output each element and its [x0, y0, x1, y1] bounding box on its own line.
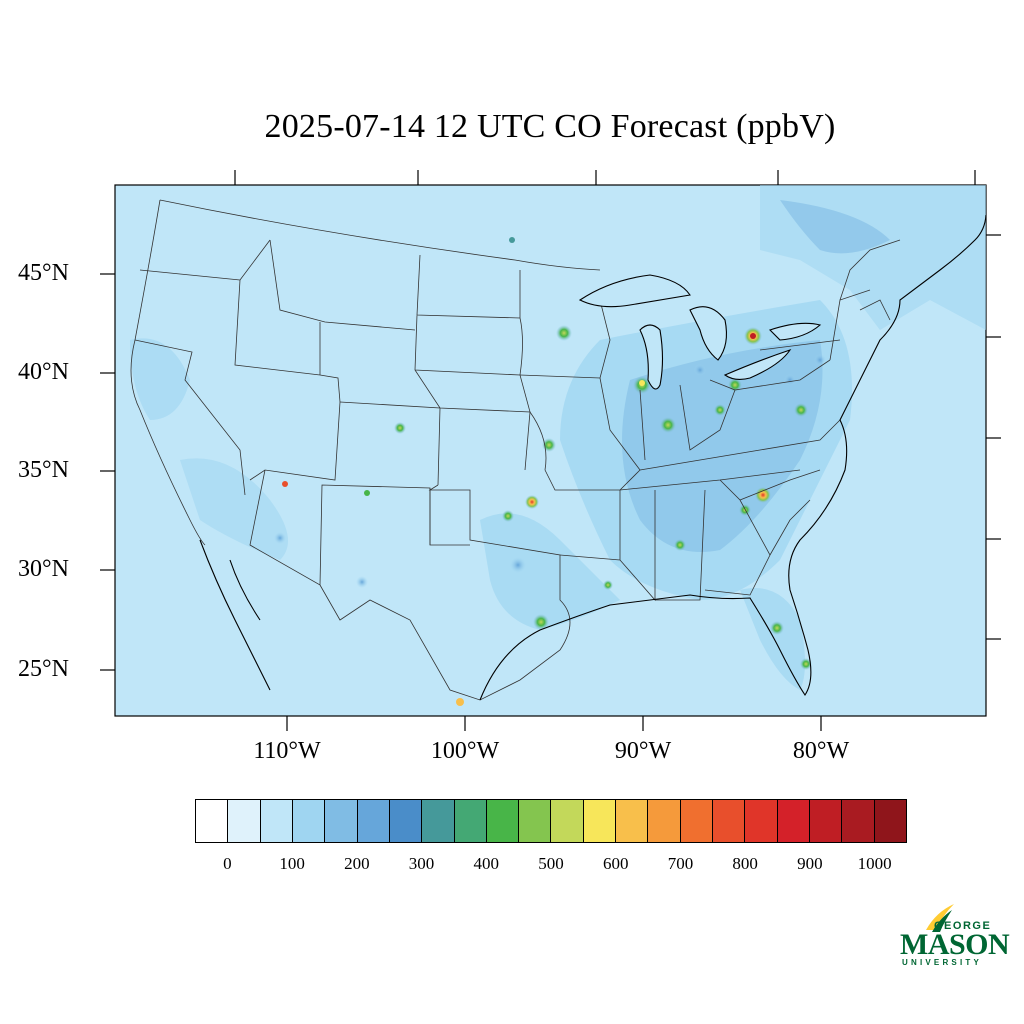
map-title: 2025-07-14 12 UTC CO Forecast (ppbV): [264, 108, 836, 145]
hotspot-atlanta: [755, 487, 771, 503]
logo-mason-text: MASON: [900, 928, 1010, 961]
colorbar-tick-label: 700: [667, 854, 694, 873]
logo-swoosh-icon: [926, 904, 954, 932]
colorbar-swatch: [454, 800, 487, 842]
colorbar-tick-label: 300: [408, 854, 435, 873]
colorbar: [195, 799, 907, 843]
colorbar-swatch: [745, 800, 778, 842]
logo-university-text: UNIVERSITY: [902, 958, 983, 967]
colorbar-swatch: [713, 800, 746, 842]
axis-ticks: [100, 170, 1001, 731]
hotspot-st-louis: [542, 438, 556, 452]
colorbar-tick-label: 900: [797, 854, 823, 873]
colorbar-swatch: [874, 800, 906, 842]
colorbar-tick-label: 400: [473, 854, 500, 873]
lat-label-35n: 35°N: [18, 457, 69, 483]
colorbar-swatch: [389, 800, 423, 842]
hotspot-minneapolis: [556, 325, 572, 341]
lat-label-40n: 40°N: [18, 359, 69, 385]
colorbar-swatch: [842, 800, 875, 842]
colorbar-swatch: [292, 800, 326, 842]
colorbar-tick-label: 100: [279, 854, 305, 873]
concentration-shading: [130, 185, 986, 706]
colorbar-swatch: [809, 800, 843, 842]
lat-label-30n: 30°N: [18, 556, 69, 582]
hotspot-dallas: [525, 495, 539, 509]
colorbar-swatch: [777, 800, 810, 842]
lat-label-45n: 45°N: [18, 260, 69, 286]
colorbar-swatch: [357, 800, 390, 842]
colorbar-swatch: [422, 800, 455, 842]
colorbar-swatch: [486, 800, 520, 842]
hotspot-washington: [794, 403, 808, 417]
colorbar-tick-label: 0: [223, 854, 232, 873]
colorbar-swatch: [583, 800, 617, 842]
colorbar-swatch: [325, 800, 358, 842]
colorbar-tick-label: 1000: [857, 854, 892, 873]
hotspot-indianapolis: [660, 417, 676, 433]
gmu-logo: GEORGE MASON UNIVERSITY: [896, 898, 1010, 978]
coastlines: [199, 214, 986, 701]
colorbar-swatch: [680, 800, 713, 842]
hotspot-florida: [770, 621, 784, 635]
state-borders: [130, 199, 901, 701]
hotspot-houston: [533, 614, 549, 630]
colorbar-tick-label: 500: [538, 854, 564, 873]
lon-label-100w: 100°W: [430, 738, 500, 764]
colorbar-swatch: [260, 800, 293, 842]
lon-label-80w: 80°W: [792, 738, 850, 764]
colorbar-swatch: [551, 800, 584, 842]
colorbar-swatch: [519, 800, 552, 842]
colorbar-tick-label: 600: [602, 854, 629, 873]
colorbar-tick-label: 200: [344, 854, 370, 873]
colorbar-swatch: [648, 800, 681, 842]
lat-label-25n: 25°N: [18, 656, 69, 682]
lon-label-110w: 110°W: [253, 738, 321, 764]
lon-label-90w: 90°W: [614, 738, 672, 764]
colorbar-swatch: [196, 800, 229, 842]
colorbar-swatch: [616, 800, 649, 842]
colorbar-tick-label: 800: [732, 854, 758, 873]
logo-george-text: GEORGE: [934, 920, 992, 932]
colorbar-swatch: [228, 800, 261, 842]
